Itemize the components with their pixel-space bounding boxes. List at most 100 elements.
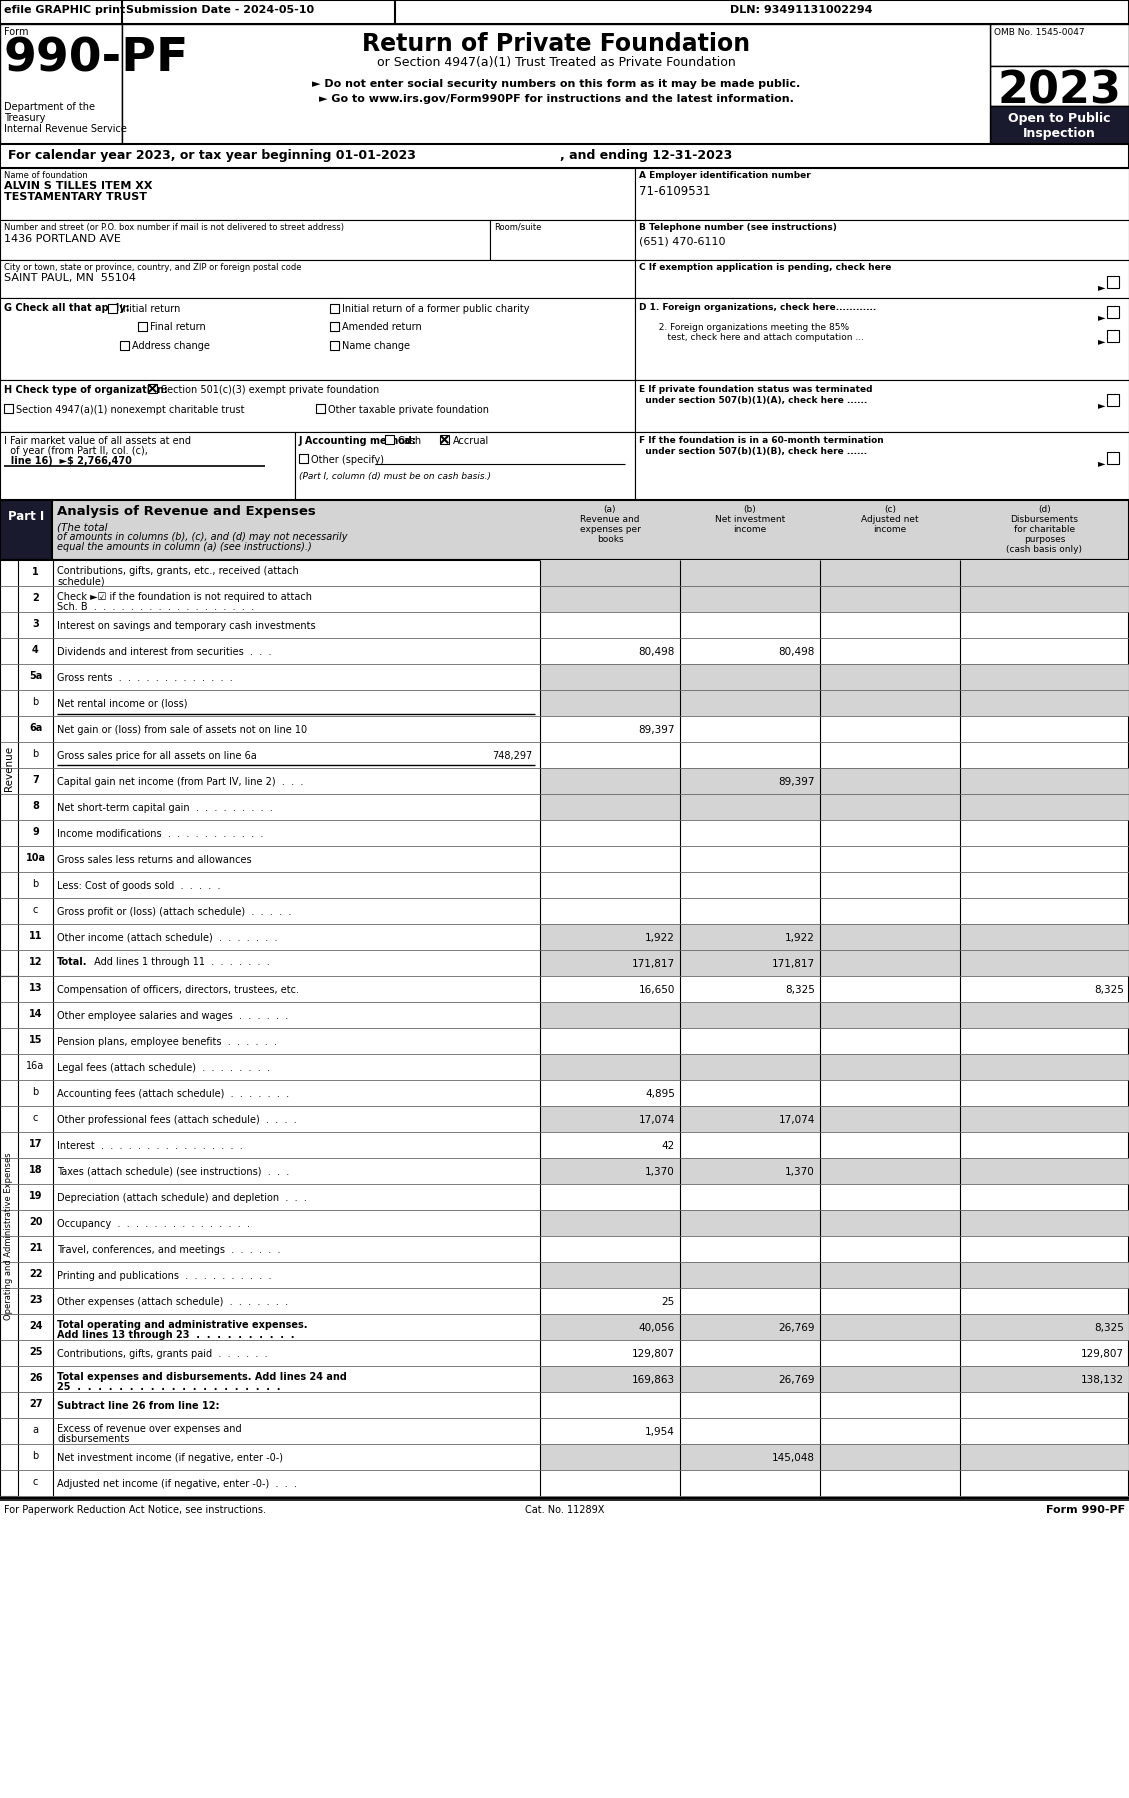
- Bar: [0, 0, 1129, 23]
- Text: ►: ►: [1099, 282, 1105, 291]
- Text: 21: 21: [28, 1242, 42, 1253]
- Bar: [990, 67, 1129, 106]
- Bar: [122, 23, 990, 144]
- Text: 4: 4: [32, 645, 38, 654]
- Text: 25: 25: [662, 1296, 675, 1307]
- Text: b: b: [33, 1451, 38, 1462]
- Text: for charitable: for charitable: [1014, 525, 1075, 534]
- Text: 15: 15: [28, 1036, 42, 1045]
- Text: 7: 7: [32, 775, 38, 786]
- Text: (The total: (The total: [56, 521, 107, 532]
- Text: 26: 26: [28, 1374, 42, 1383]
- Bar: [820, 768, 960, 795]
- Text: DLN: 93491131002294: DLN: 93491131002294: [730, 5, 873, 14]
- Text: books: books: [597, 536, 623, 545]
- Text: income: income: [874, 525, 907, 534]
- Text: 17,074: 17,074: [779, 1115, 815, 1126]
- Bar: [960, 690, 1129, 716]
- Text: Gross sales less returns and allowances: Gross sales less returns and allowances: [56, 856, 252, 865]
- Bar: [634, 261, 1129, 298]
- Text: 138,132: 138,132: [1080, 1375, 1124, 1384]
- Text: Compensation of officers, directors, trustees, etc.: Compensation of officers, directors, tru…: [56, 985, 299, 994]
- Bar: [680, 690, 820, 716]
- Text: Return of Private Foundation: Return of Private Foundation: [362, 32, 750, 56]
- Bar: [0, 261, 634, 298]
- Bar: [680, 1106, 820, 1133]
- Text: Net gain or (loss) from sale of assets not on line 10: Net gain or (loss) from sale of assets n…: [56, 725, 307, 735]
- Text: under section 507(b)(1)(B), check here ......: under section 507(b)(1)(B), check here .…: [639, 448, 867, 457]
- Bar: [540, 1366, 680, 1392]
- Text: b: b: [33, 698, 38, 707]
- Text: Part I: Part I: [8, 511, 44, 523]
- Text: G Check all that apply:: G Check all that apply:: [5, 304, 130, 313]
- Bar: [820, 690, 960, 716]
- Bar: [330, 322, 339, 331]
- Bar: [820, 795, 960, 820]
- Bar: [0, 298, 634, 379]
- Bar: [820, 586, 960, 611]
- Bar: [0, 500, 52, 559]
- Bar: [680, 768, 820, 795]
- Bar: [960, 559, 1129, 586]
- Text: 13: 13: [28, 984, 42, 992]
- Text: Depreciation (attach schedule) and depletion  .  .  .: Depreciation (attach schedule) and deple…: [56, 1194, 307, 1203]
- Text: 145,048: 145,048: [772, 1453, 815, 1464]
- Text: (c): (c): [884, 505, 896, 514]
- Text: E If private foundation status was terminated: E If private foundation status was termi…: [639, 385, 873, 394]
- Bar: [0, 167, 634, 219]
- Bar: [540, 949, 680, 976]
- Bar: [0, 976, 18, 1496]
- Text: Total.: Total.: [56, 957, 88, 967]
- Bar: [540, 1054, 680, 1081]
- Text: 19: 19: [28, 1190, 42, 1201]
- Bar: [540, 690, 680, 716]
- Text: Initial return of a former public charity: Initial return of a former public charit…: [342, 304, 530, 315]
- Text: 2: 2: [32, 593, 38, 602]
- Text: of amounts in columns (b), (c), and (d) may not necessarily: of amounts in columns (b), (c), and (d) …: [56, 532, 348, 541]
- Text: 22: 22: [28, 1269, 42, 1278]
- Bar: [820, 1001, 960, 1028]
- Text: Name change: Name change: [342, 342, 410, 351]
- Text: Form: Form: [5, 27, 28, 38]
- Bar: [299, 455, 308, 464]
- Text: 26,769: 26,769: [779, 1375, 815, 1384]
- Text: 17,074: 17,074: [639, 1115, 675, 1126]
- Text: 4,895: 4,895: [645, 1090, 675, 1099]
- Text: J Accounting method:: J Accounting method:: [299, 435, 417, 446]
- Bar: [0, 379, 634, 432]
- Bar: [960, 1054, 1129, 1081]
- Text: Revenue and: Revenue and: [580, 514, 640, 523]
- Text: 10a: 10a: [26, 852, 45, 863]
- Text: 129,807: 129,807: [632, 1348, 675, 1359]
- Bar: [316, 405, 325, 414]
- Text: F If the foundation is in a 60-month termination: F If the foundation is in a 60-month ter…: [639, 435, 884, 444]
- Text: Section 4947(a)(1) nonexempt charitable trust: Section 4947(a)(1) nonexempt charitable …: [16, 405, 245, 415]
- Text: 990-PF: 990-PF: [5, 38, 190, 83]
- Text: Net rental income or (loss): Net rental income or (loss): [56, 699, 187, 708]
- Bar: [960, 949, 1129, 976]
- Text: efile GRAPHIC print: efile GRAPHIC print: [5, 5, 125, 14]
- Text: Net short-term capital gain  .  .  .  .  .  .  .  .  .: Net short-term capital gain . . . . . . …: [56, 804, 273, 813]
- Text: 80,498: 80,498: [779, 647, 815, 656]
- Bar: [1108, 394, 1119, 406]
- Text: Submission Date - 2024-05-10: Submission Date - 2024-05-10: [126, 5, 314, 14]
- Bar: [634, 379, 1129, 432]
- Text: Treasury: Treasury: [5, 113, 45, 122]
- Text: b: b: [33, 750, 38, 759]
- Text: or Section 4947(a)(1) Trust Treated as Private Foundation: or Section 4947(a)(1) Trust Treated as P…: [377, 56, 735, 68]
- Bar: [0, 219, 490, 261]
- Text: 18: 18: [28, 1165, 42, 1176]
- Text: Number and street (or P.O. box number if mail is not delivered to street address: Number and street (or P.O. box number if…: [5, 223, 344, 232]
- Text: Gross sales price for all assets on line 6a: Gross sales price for all assets on line…: [56, 752, 256, 761]
- Bar: [330, 304, 339, 313]
- Text: Cash: Cash: [397, 435, 421, 446]
- Text: TESTAMENTARY TRUST: TESTAMENTARY TRUST: [5, 192, 147, 201]
- Text: 11: 11: [28, 931, 42, 940]
- Text: OMB No. 1545-0047: OMB No. 1545-0047: [994, 29, 1085, 38]
- Text: (Part I, column (d) must be on cash basis.): (Part I, column (d) must be on cash basi…: [299, 473, 491, 482]
- Text: 42: 42: [662, 1142, 675, 1151]
- Bar: [960, 663, 1129, 690]
- Bar: [820, 1262, 960, 1287]
- Text: Accounting fees (attach schedule)  .  .  .  .  .  .  .: Accounting fees (attach schedule) . . . …: [56, 1090, 289, 1099]
- Text: 25  .  .  .  .  .  .  .  .  .  .  .  .  .  .  .  .  .  .  .  .: 25 . . . . . . . . . . . . . . . . . . .…: [56, 1383, 280, 1392]
